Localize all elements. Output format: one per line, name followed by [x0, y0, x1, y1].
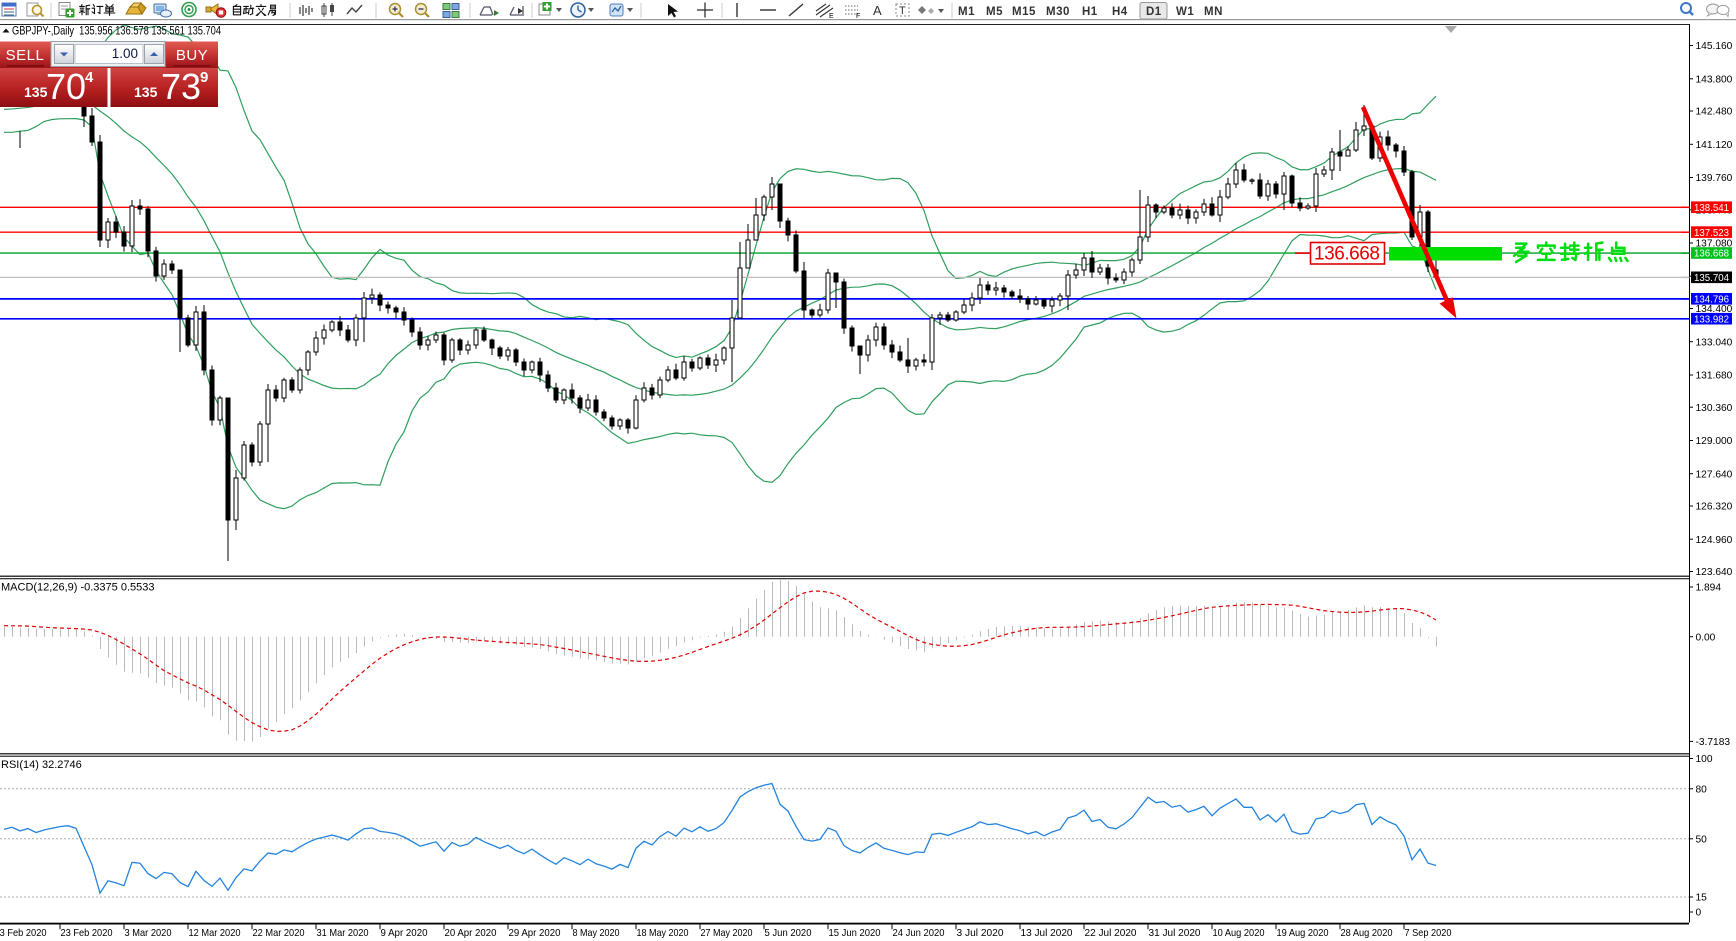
svg-text:80: 80: [1696, 784, 1708, 795]
svg-text:15: 15: [1696, 893, 1708, 904]
svg-text:136.668: 136.668: [1314, 244, 1380, 265]
svg-text:A: A: [873, 3, 882, 18]
svg-text:W1: W1: [1176, 6, 1194, 18]
svg-text:8 May 2020: 8 May 2020: [573, 927, 620, 939]
svg-text:19 Aug 2020: 19 Aug 2020: [1277, 927, 1329, 939]
svg-text:10 Aug 2020: 10 Aug 2020: [1213, 927, 1265, 939]
svg-text:70: 70: [46, 66, 86, 107]
svg-text:1.894: 1.894: [1696, 583, 1722, 594]
svg-text:MN: MN: [1204, 6, 1223, 18]
svg-text:127.640: 127.640: [1696, 469, 1733, 480]
svg-text:100: 100: [1696, 754, 1713, 765]
svg-text:134.796: 134.796: [1694, 295, 1729, 306]
svg-text:138.541: 138.541: [1694, 203, 1729, 214]
svg-text:137.523: 137.523: [1694, 228, 1729, 239]
svg-text:SELL: SELL: [6, 47, 45, 64]
svg-text:134.400: 134.400: [1696, 304, 1733, 315]
svg-text:143.800: 143.800: [1696, 74, 1733, 85]
svg-text:133.040: 133.040: [1696, 337, 1733, 348]
svg-text:135.704: 135.704: [1694, 273, 1729, 284]
svg-text:BUY: BUY: [176, 47, 208, 64]
svg-text:29 Apr 2020: 29 Apr 2020: [509, 927, 561, 939]
svg-text:0: 0: [1696, 908, 1702, 919]
svg-text:13 Feb 2020: 13 Feb 2020: [0, 927, 47, 939]
svg-text:F: F: [856, 13, 860, 20]
svg-text:135: 135: [134, 84, 158, 100]
svg-text:124.960: 124.960: [1696, 535, 1733, 546]
svg-text:M30: M30: [1046, 6, 1070, 18]
svg-text:9: 9: [200, 69, 208, 86]
svg-text:135: 135: [24, 84, 48, 100]
svg-text:-3.7183: -3.7183: [1696, 737, 1731, 748]
svg-text:MACD(12,26,9) -0.3375 0.5533: MACD(12,26,9) -0.3375 0.5533: [1, 582, 154, 594]
svg-text:27 May 2020: 27 May 2020: [701, 927, 753, 939]
svg-text:5 Jun 2020: 5 Jun 2020: [765, 927, 812, 939]
svg-text:142.480: 142.480: [1696, 107, 1733, 118]
svg-text:50: 50: [1696, 834, 1708, 845]
svg-text:139.760: 139.760: [1696, 173, 1733, 184]
svg-text:M5: M5: [986, 6, 1003, 18]
svg-text:20 Apr 2020: 20 Apr 2020: [445, 927, 497, 939]
svg-text:7 Sep 2020: 7 Sep 2020: [1405, 927, 1452, 939]
svg-text:131.680: 131.680: [1696, 371, 1733, 382]
svg-text:133.982: 133.982: [1694, 314, 1729, 325]
svg-text:130.360: 130.360: [1696, 403, 1733, 414]
svg-text:31 Jul 2020: 31 Jul 2020: [1149, 927, 1201, 939]
svg-text:1.00: 1.00: [112, 46, 138, 61]
svg-text:E: E: [829, 13, 834, 20]
svg-text:137.080: 137.080: [1696, 239, 1733, 250]
svg-text:15 Jun 2020: 15 Jun 2020: [829, 927, 881, 939]
svg-text:24 Jun 2020: 24 Jun 2020: [893, 927, 945, 939]
svg-text:M15: M15: [1012, 6, 1036, 18]
svg-text:141.120: 141.120: [1696, 140, 1733, 151]
svg-text:22 Jul 2020: 22 Jul 2020: [1085, 927, 1137, 939]
svg-text:31 Mar 2020: 31 Mar 2020: [317, 927, 369, 939]
svg-text:3 Mar 2020: 3 Mar 2020: [125, 927, 172, 939]
svg-text:H1: H1: [1082, 6, 1098, 18]
svg-text:28 Aug 2020: 28 Aug 2020: [1341, 927, 1393, 939]
svg-text:12 Mar 2020: 12 Mar 2020: [189, 927, 241, 939]
svg-text:RSI(14) 32.2746: RSI(14) 32.2746: [1, 759, 82, 771]
svg-text:9 Apr 2020: 9 Apr 2020: [381, 927, 428, 939]
svg-text:18 May 2020: 18 May 2020: [637, 927, 689, 939]
svg-text:126.320: 126.320: [1696, 502, 1733, 513]
svg-text:123.640: 123.640: [1696, 567, 1733, 578]
svg-text:73: 73: [161, 66, 201, 107]
svg-text:145.160: 145.160: [1696, 41, 1733, 52]
svg-text:D1: D1: [1146, 6, 1162, 18]
svg-text:22 Mar 2020: 22 Mar 2020: [253, 927, 305, 939]
svg-text:23 Feb 2020: 23 Feb 2020: [61, 927, 113, 939]
svg-text:T: T: [899, 5, 906, 17]
svg-text:4: 4: [85, 69, 94, 86]
svg-text:129.000: 129.000: [1696, 436, 1733, 447]
svg-text:0.00: 0.00: [1696, 632, 1716, 643]
svg-text:GBPJPY-,Daily 135.956 136.578: GBPJPY-,Daily 135.956 136.578 135.561 13…: [12, 25, 221, 38]
svg-text:136.668: 136.668: [1694, 249, 1729, 260]
svg-text:M1: M1: [958, 6, 975, 18]
svg-text:13 Jul 2020: 13 Jul 2020: [1021, 927, 1073, 939]
svg-text:3 Jul 2020: 3 Jul 2020: [957, 927, 1004, 939]
svg-text:H4: H4: [1112, 6, 1128, 18]
